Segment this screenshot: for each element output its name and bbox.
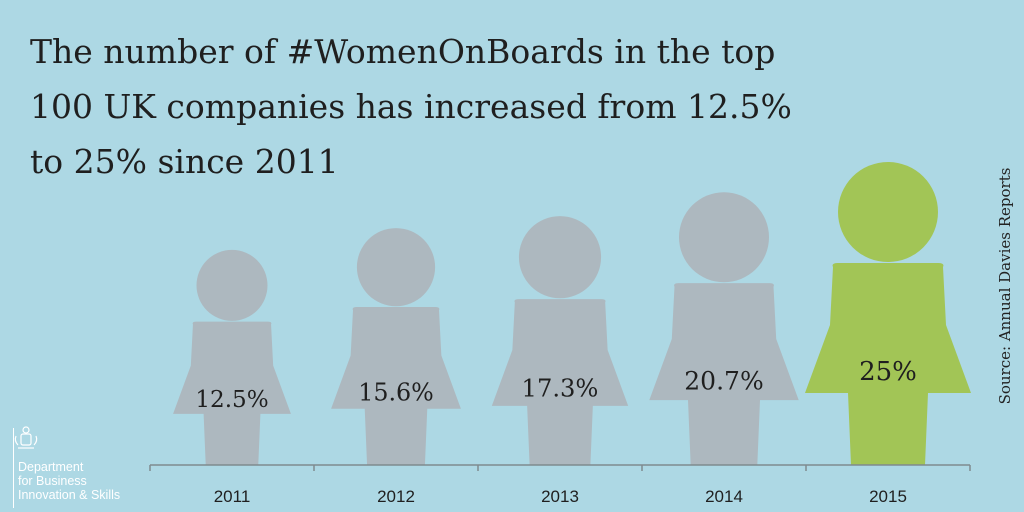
department-name: Department for Business Innovation & Ski… (18, 460, 120, 502)
value-label: 17.3% (522, 375, 599, 403)
figure-head (838, 162, 938, 262)
logo-divider (13, 428, 14, 508)
value-label: 12.5% (195, 387, 268, 413)
figure-head (196, 249, 268, 321)
figure-body (331, 307, 461, 465)
figure-body (805, 263, 971, 465)
x-axis-labels: 2011 2012 2013 2014 2015 (214, 487, 907, 506)
value-label: 25% (859, 357, 917, 387)
figure-head (518, 216, 602, 299)
figure-head (356, 228, 436, 307)
x-tick-label: 2014 (705, 487, 743, 506)
x-tick-label: 2012 (377, 487, 415, 506)
x-tick-label: 2015 (869, 487, 907, 506)
woman-figure-2012 (331, 228, 461, 465)
value-label: 20.7% (684, 366, 763, 395)
figure-body (491, 299, 629, 465)
x-tick-label: 2011 (214, 487, 251, 506)
figure-body (173, 321, 291, 465)
department-name-line: Innovation & Skills (18, 488, 121, 502)
x-tick-label: 2013 (541, 487, 579, 506)
woman-figures: 12.5% 15.6% 17.3% 20.7% 25% (173, 162, 971, 465)
figure-head (678, 192, 770, 283)
value-label: 15.6% (358, 378, 434, 406)
woman-figure-2014 (649, 192, 799, 465)
figure-body (649, 283, 799, 465)
x-axis-ticks (149, 465, 971, 471)
department-name-line: Department (18, 460, 84, 474)
department-name-line: for Business (18, 474, 87, 488)
woman-figure-2011 (173, 249, 291, 465)
chart-title: The number of #WomenOnBoards in the top … (30, 32, 792, 181)
source-note: Source: Annual Davies Reports (996, 167, 1014, 405)
woman-figure-2013 (491, 216, 629, 465)
royal-coat-of-arms-icon (14, 426, 38, 449)
woman-figure-2015 (805, 162, 971, 465)
